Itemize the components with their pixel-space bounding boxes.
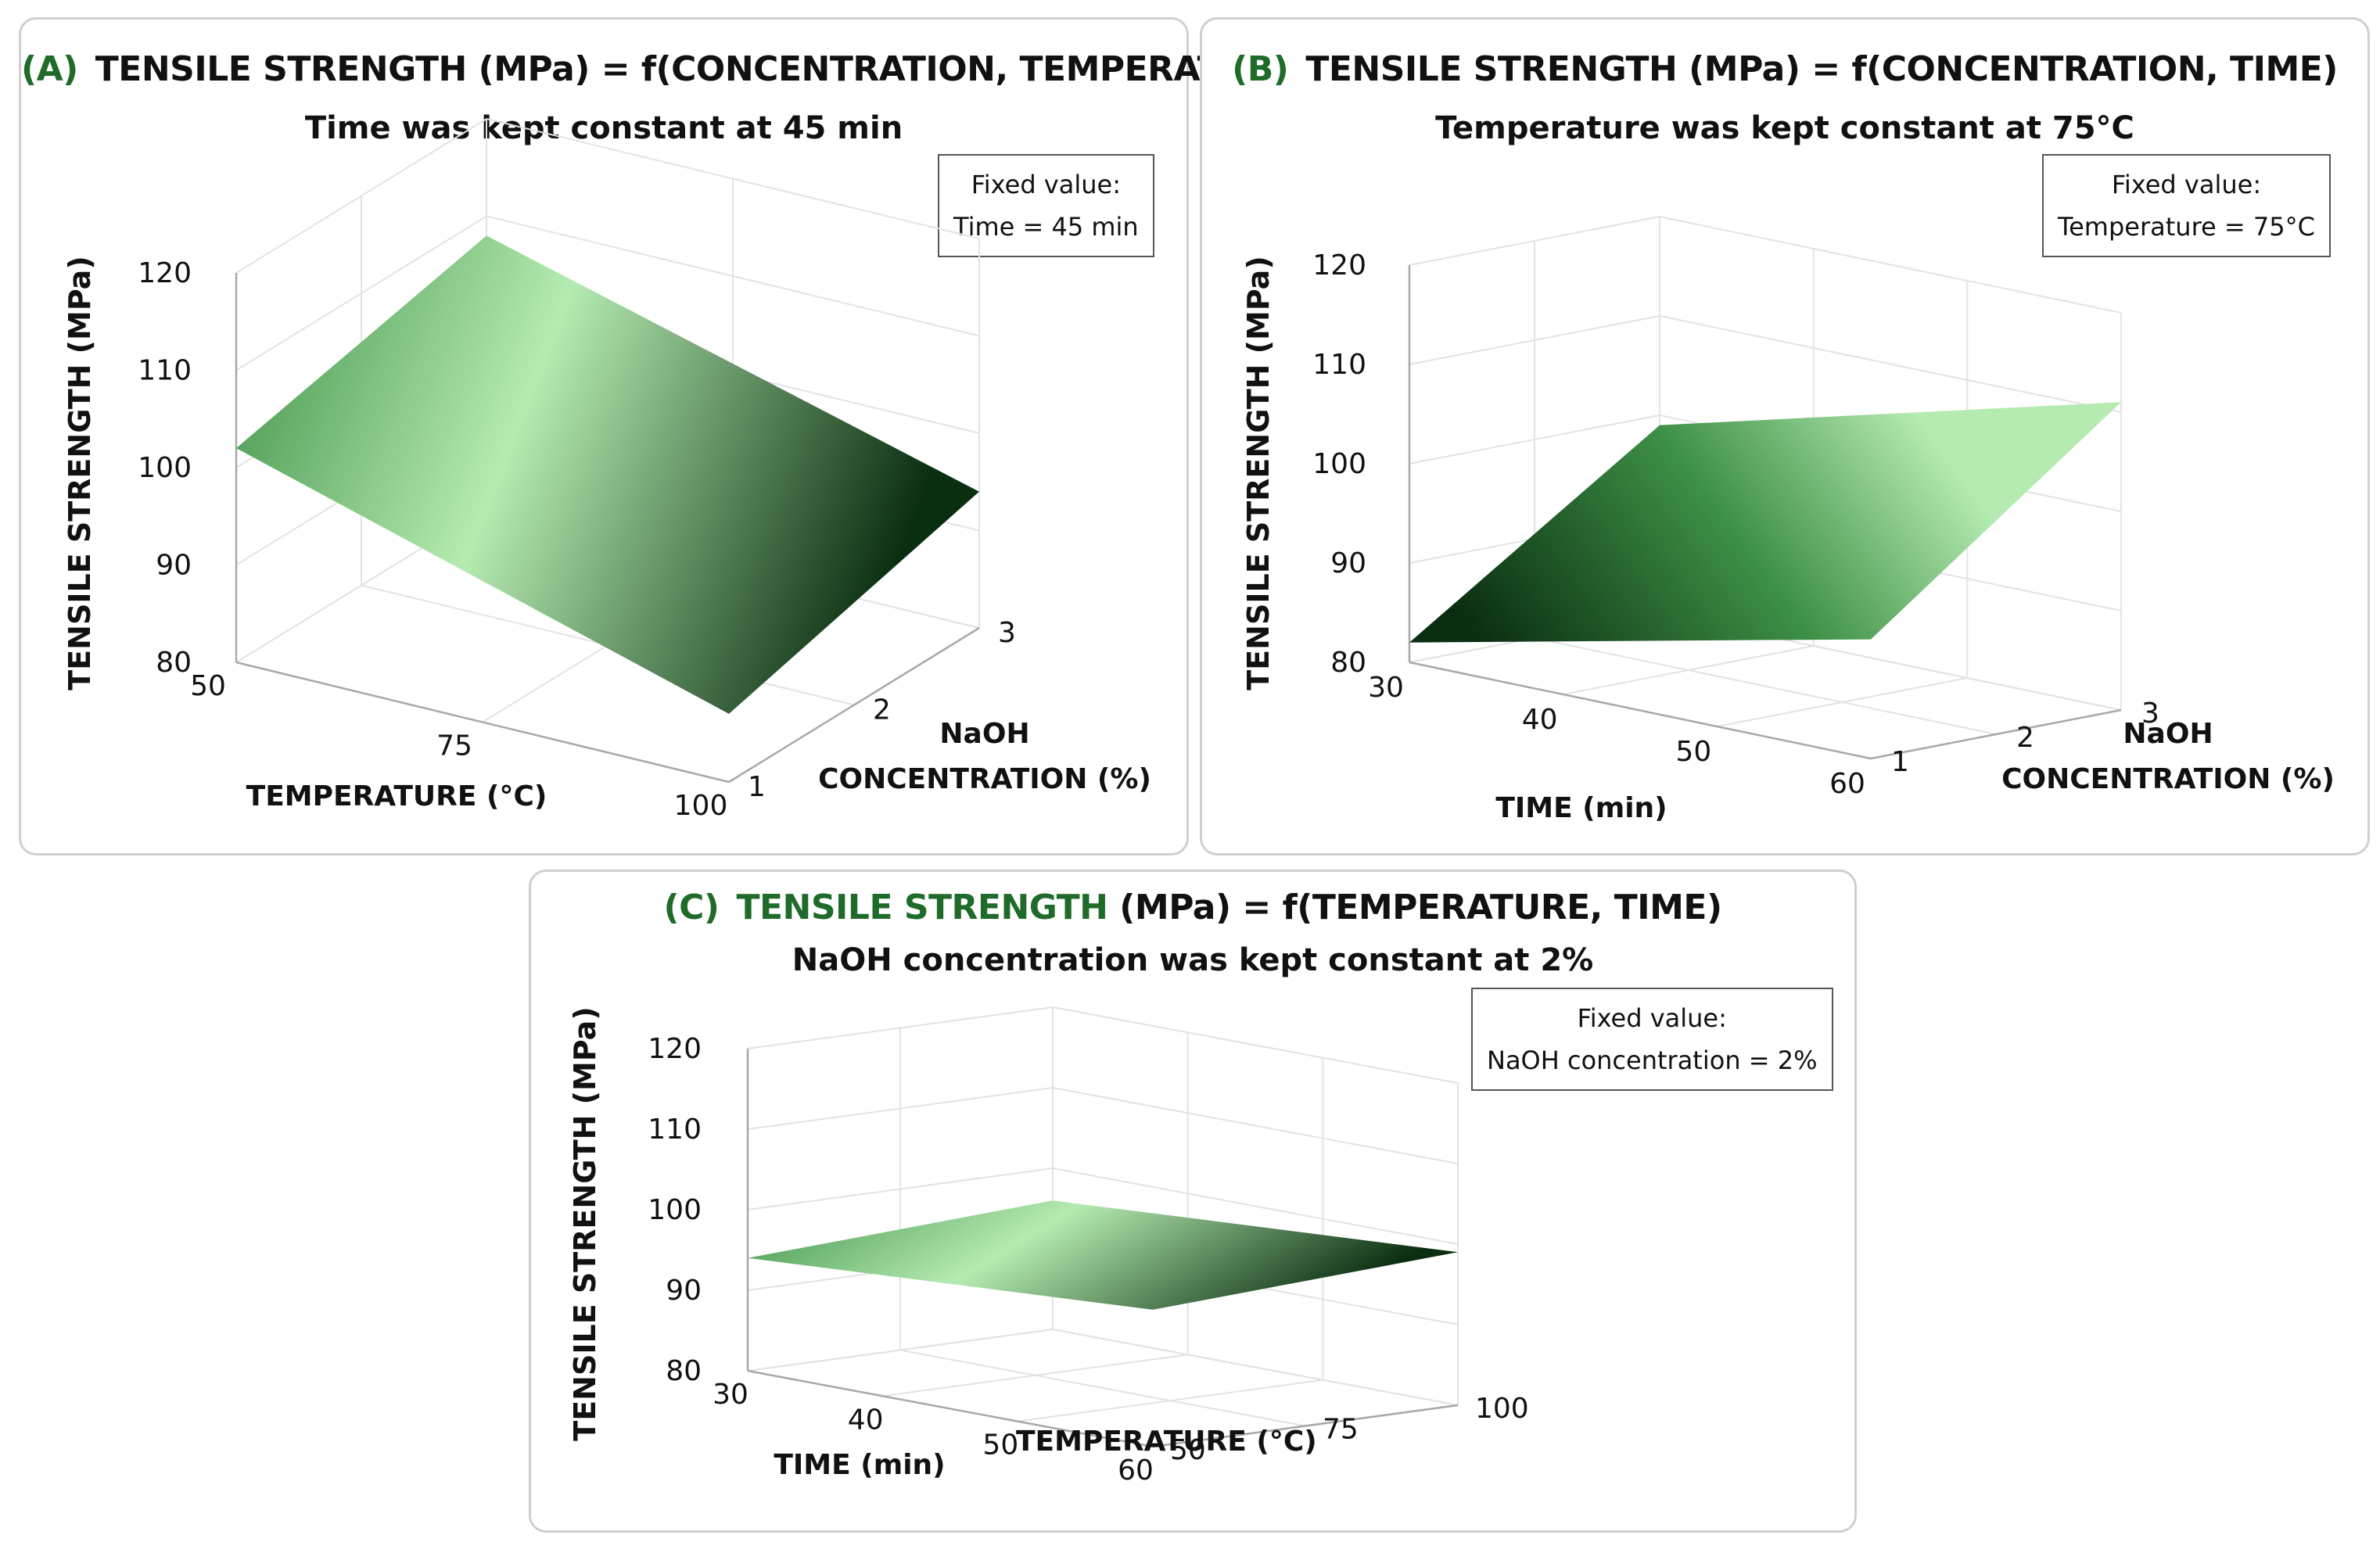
- y-axis-title: NaOH: [2123, 718, 2213, 750]
- panel-c-title-text: TENSILE STRENGTH (MPa) = f(TEMPERATURE, …: [736, 888, 1722, 927]
- panel-c-subtitle: NaOH concentration was kept constant at …: [792, 942, 1594, 978]
- x-tick-label: 40: [1522, 704, 1558, 736]
- grid-line: [899, 1349, 1306, 1427]
- grid-line: [1659, 315, 2122, 413]
- fixed-value-heading: Fixed value:: [2111, 170, 2262, 199]
- panel-b-fixed-value-box: Fixed value: Temperature = 75°C: [2042, 154, 2331, 257]
- z-tick-label: 90: [1330, 547, 1366, 579]
- z-tick-label: 110: [138, 355, 192, 387]
- y-tick-label: 3: [998, 617, 1016, 649]
- x-axis-title: TEMPERATURE (°C): [246, 780, 547, 812]
- panel-c-title: (C) TENSILE STRENGTH (MPa) = f(TEMPERATUR…: [531, 888, 1854, 927]
- grid-line: [235, 661, 730, 784]
- fixed-value-heading: Fixed value:: [1577, 1003, 1727, 1033]
- x-axis-title: TIME (min): [1495, 792, 1667, 824]
- panel-a-title-text: TENSILE STRENGTH (MPa) = f(CONCENTRATION…: [95, 49, 1313, 89]
- panel-c-label: (C): [663, 888, 720, 927]
- panel-a-label: (A): [21, 49, 78, 89]
- z-tick-label: 100: [138, 452, 192, 484]
- y-tick-label: 1: [1891, 746, 1909, 778]
- panel-b-subtitle: Temperature was kept constant at 75°C: [1435, 110, 2134, 146]
- panel-b: (B) TENSILE STRENGTH (MPa) = f(CONCENTRAT…: [1200, 17, 2370, 855]
- x-tick-label: 30: [713, 1379, 748, 1411]
- grid-line: [1052, 1087, 1459, 1164]
- fixed-value-heading: Fixed value:: [971, 170, 1121, 199]
- panel-b-label: (B): [1232, 49, 1289, 89]
- fixed-value-text: Time = 45 min: [953, 212, 1139, 242]
- response-surface: [1409, 402, 2121, 643]
- z-tick-label: 120: [138, 257, 192, 289]
- response-surface: [236, 235, 979, 714]
- panel-c-title-highlight: TENSILE STRENGTH: [736, 888, 1108, 927]
- y-axis-title: TEMPERATURE (°C): [1016, 1426, 1317, 1458]
- z-tick-label: 100: [1312, 448, 1366, 480]
- panel-c-fixed-value-box: Fixed value: NaOH concentration = 2%: [1471, 988, 1833, 1091]
- panel-b-title-text: TENSILE STRENGTH (MPa) = f(CONCENTRATION…: [1305, 49, 2338, 89]
- z-axis-title: TENSILE STRENGTH (MPa): [63, 256, 97, 690]
- grid-line: [1534, 637, 1997, 735]
- grid-line: [1152, 1404, 1459, 1448]
- z-axis-title: TENSILE STRENGTH (MPa): [1241, 256, 1276, 690]
- z-tick-label: 90: [156, 550, 192, 582]
- y-tick-label: 50: [1170, 1434, 1206, 1466]
- z-tick-label: 80: [1330, 647, 1366, 679]
- z-tick-label: 100: [648, 1194, 702, 1226]
- z-tick-label: 110: [648, 1114, 702, 1146]
- y-tick-label: 100: [1475, 1393, 1529, 1425]
- y-tick-label: 1: [748, 771, 766, 803]
- y-tick-label: 2: [873, 694, 891, 726]
- z-tick-label: 120: [648, 1033, 702, 1065]
- panel-a-subtitle: Time was kept constant at 45 min: [304, 110, 903, 146]
- x-tick-label: 75: [436, 730, 472, 762]
- x-tick-label: 30: [1368, 672, 1404, 704]
- panel-b-title: (B) TENSILE STRENGTH (MPa) = f(CONCENTRAT…: [1202, 49, 2367, 89]
- grid-line: [1052, 1167, 1459, 1245]
- grid-line: [1052, 1329, 1459, 1406]
- grid-line: [1659, 216, 2122, 314]
- grid-line: [1409, 661, 1872, 760]
- x-tick-label: 50: [982, 1429, 1018, 1462]
- x-tick-label: 40: [848, 1404, 884, 1436]
- panel-c-surface-plot: 80 90 100 110 120 30 40 50 60 50 75 100 TENSILE STRE…: [568, 1006, 1529, 1487]
- x-tick-label: 60: [1118, 1454, 1154, 1487]
- grid-line: [1870, 708, 2122, 760]
- x-tick-label: 50: [1675, 736, 1711, 768]
- y-tick-label: 3: [2141, 698, 2159, 730]
- z-tick-label: 120: [1312, 249, 1366, 282]
- z-tick-label: 110: [1312, 349, 1366, 381]
- grid-line: [1052, 1006, 1459, 1084]
- x-tick-label: 100: [674, 790, 728, 822]
- x-tick-label: 60: [1829, 768, 1865, 800]
- y-tick-label: 75: [1323, 1414, 1359, 1446]
- panel-a-surface-plot: 80 90 100 110 120 50 75 100 1 2 3 TENSILE STRENGTH …: [63, 118, 1151, 822]
- panel-c-title-rest: (MPa) = f(TEMPERATURE, TIME): [1107, 888, 1722, 927]
- x-axis-title: TIME (min): [774, 1449, 945, 1481]
- x-tick-label: 50: [190, 670, 226, 702]
- panel-a: (A) TENSILE STRENGTH (MPa) = f(CONCENTRAT…: [19, 17, 1312, 855]
- fixed-value-text: Temperature = 75°C: [2058, 212, 2315, 242]
- panel-c: (C) TENSILE STRENGTH (MPa) = f(TEMPERATUR…: [529, 870, 1857, 1533]
- response-surface: [748, 1200, 1458, 1310]
- y-axis-title: CONCENTRATION (%): [818, 763, 1151, 795]
- y-axis-title: NaOH: [939, 718, 1029, 750]
- panel-b-surface-plot: 80 90 100 110 120 30 40 50 60 1 2 3 TENSILE STRENGTH…: [1241, 216, 2335, 824]
- z-axis-title: TENSILE STRENGTH (MPa): [568, 1006, 602, 1440]
- fixed-value-text: NaOH concentration = 2%: [1487, 1045, 1818, 1075]
- panel-a-title: (A) TENSILE STRENGTH (MPa) = f(CONCENTRAT…: [21, 49, 1312, 89]
- grid-line: [728, 626, 980, 784]
- z-tick-label: 90: [666, 1275, 702, 1307]
- y-tick-label: 2: [2016, 722, 2034, 754]
- y-axis-title: CONCENTRATION (%): [2001, 763, 2335, 795]
- z-tick-label: 80: [156, 647, 192, 679]
- z-tick-label: 80: [666, 1355, 702, 1387]
- grid-line: [747, 1369, 1154, 1448]
- panel-a-fixed-value-box: Fixed value: Time = 45 min: [938, 154, 1154, 257]
